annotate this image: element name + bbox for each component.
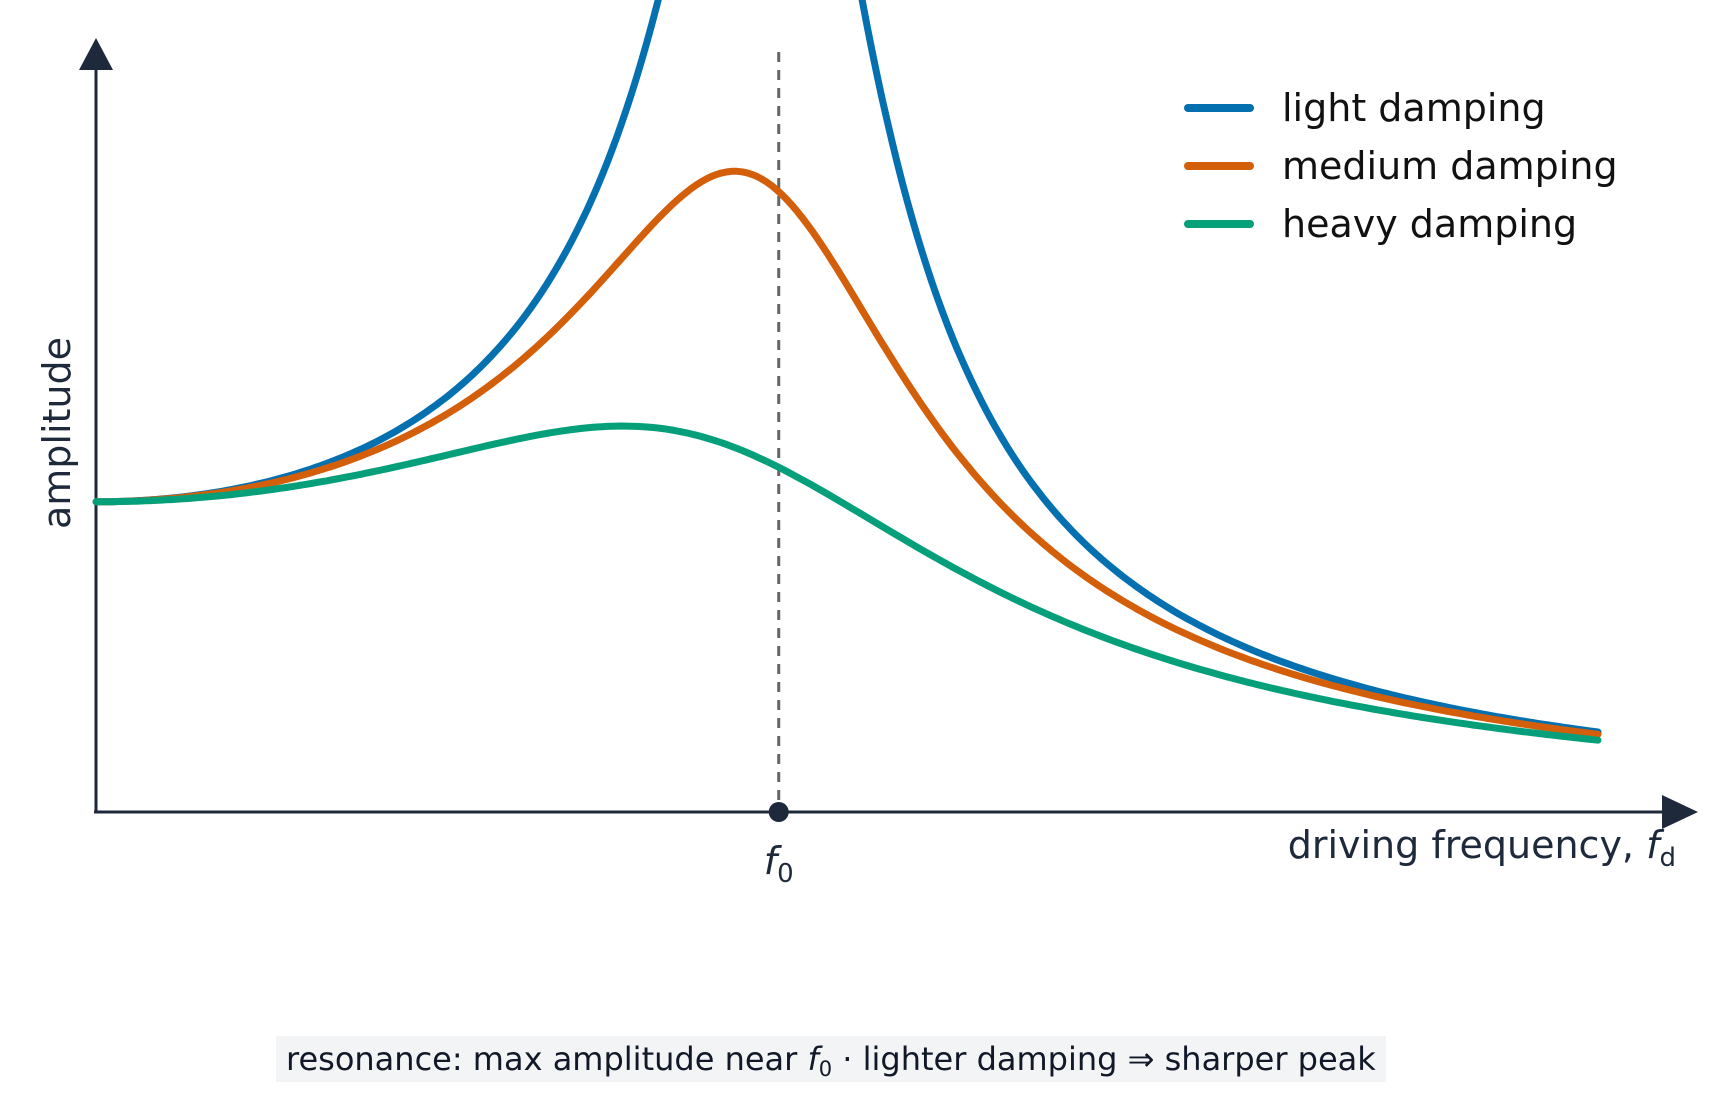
y-axis-arrow [79,38,113,70]
legend-label-heavy-damping: heavy damping [1282,202,1577,246]
series-line-light-damping [92,0,1602,736]
legend: light damping medium damping heavy damping [1184,86,1618,246]
x-axis-label: driving frequency, fd [1288,823,1676,873]
legend-label-light-damping: light damping [1282,86,1546,130]
legend-label-medium-damping: medium damping [1282,144,1618,188]
y-axis-label: amplitude [35,337,79,529]
series-line-heavy-damping [92,422,1602,744]
x-axis-arrow [1662,795,1698,829]
series-line-medium-damping [92,167,1602,738]
resonance-frequency-label: f0 [764,839,794,889]
caption: resonance: max amplitude near f0 · light… [276,1036,1386,1082]
series-group [92,0,1602,744]
resonance-frequency-point [768,802,789,822]
